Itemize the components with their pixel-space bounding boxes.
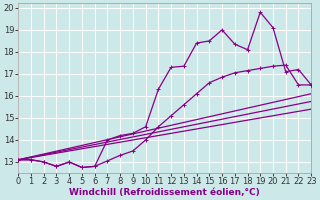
X-axis label: Windchill (Refroidissement éolien,°C): Windchill (Refroidissement éolien,°C) <box>69 188 260 197</box>
